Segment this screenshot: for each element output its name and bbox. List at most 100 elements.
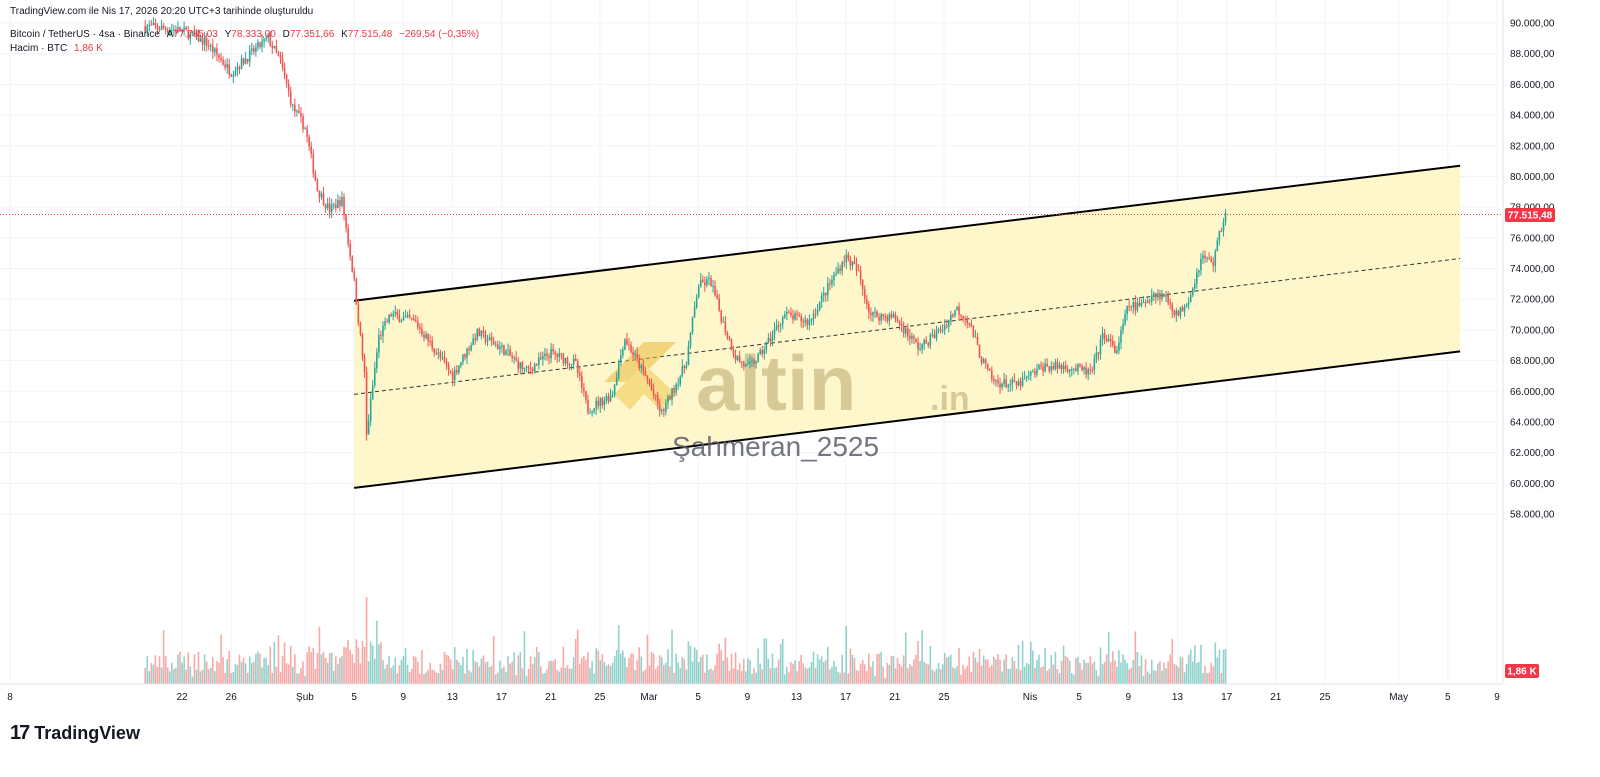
candle-body (712, 285, 714, 287)
volume-bar (253, 661, 255, 684)
volume-legend-label[interactable]: Hacim · BTC (10, 43, 68, 54)
candle-body (1052, 365, 1055, 369)
time-tick-label: 25 (1319, 692, 1331, 703)
price-tick-label: 74.000,00 (1510, 264, 1555, 275)
candle-body (371, 385, 374, 399)
grid-lines (0, 0, 1500, 684)
volume-bar (371, 645, 374, 684)
candle-body (847, 254, 850, 259)
candle-body (322, 193, 325, 205)
channel-upper-line[interactable] (353, 164, 1461, 302)
candle-body (296, 110, 298, 112)
candle-body (1005, 379, 1007, 388)
candle-body (1173, 311, 1176, 316)
volume-bar (230, 673, 233, 684)
candle-body (950, 314, 952, 321)
candle-body (1185, 305, 1188, 307)
volume-bar (289, 646, 292, 684)
volume-bar (224, 673, 226, 684)
volume-bar (1138, 666, 1141, 684)
candle-body (410, 318, 413, 320)
volume-bar (507, 656, 509, 684)
candle-body (355, 278, 358, 305)
volume-bar (1222, 649, 1225, 684)
legend-open: 77.785,03 (173, 29, 218, 40)
candle-body (1109, 339, 1112, 341)
candle-body (1220, 230, 1223, 232)
candle-body (1150, 295, 1153, 302)
volume-bar (708, 669, 710, 684)
volume-bar (849, 648, 852, 684)
candle-body (318, 190, 321, 198)
candle-body (968, 323, 971, 325)
candle-body (935, 330, 938, 339)
candle-body (222, 59, 224, 65)
tradingview-footer[interactable]: 17 TradingView (10, 722, 140, 744)
price-axis[interactable]: 58.000,00 60.000,00 62.000,00 64.000,00 66.0… (1502, 0, 1555, 684)
time-axis[interactable]: 8 22 26 Şub 5 9 13 17 21 25 Mar 5 9 13 17 21 25 Nis 5 9 13 17… (0, 683, 1503, 703)
volume-bar (574, 639, 577, 684)
candle-body (267, 34, 269, 38)
volume-bar (285, 663, 288, 684)
candle-body (1202, 255, 1204, 259)
volume-bar (330, 652, 333, 684)
time-tick-label: 8 (7, 692, 13, 703)
candle-body (458, 365, 460, 373)
volume-bar (1124, 659, 1126, 684)
volume-bar (212, 656, 214, 684)
candle-body (689, 332, 692, 347)
volume-bar (177, 654, 179, 684)
channel-lower-line[interactable] (353, 350, 1461, 489)
candle-body (804, 319, 807, 323)
candle-body (1218, 230, 1221, 241)
time-tick-label: 13 (791, 692, 803, 703)
candle-body (474, 338, 477, 340)
volume-bar (798, 661, 800, 684)
candle-body (246, 58, 249, 62)
candle-body (991, 370, 993, 380)
volume-bar (728, 670, 731, 684)
volume-bar (429, 662, 431, 684)
volume-bar (468, 670, 470, 684)
candle-body (798, 314, 800, 316)
volume-bar (296, 673, 298, 684)
volume-bar (298, 673, 300, 684)
volume-bar (205, 661, 208, 684)
candle-body (1019, 381, 1022, 386)
volume-bar (724, 637, 727, 684)
candle-body (1216, 240, 1219, 252)
candle-body (976, 336, 979, 345)
candle-body (347, 227, 349, 244)
candle-body (148, 24, 151, 26)
candle-body (1066, 369, 1069, 372)
candle-body (1046, 363, 1048, 367)
volume-bar (279, 671, 282, 684)
volume-bar (991, 664, 993, 684)
volume-bar (531, 663, 534, 684)
candle-body (675, 384, 677, 393)
legend-symbol[interactable]: Bitcoin / TetherUS · 4sa · Binance (10, 29, 160, 40)
candle-body (562, 354, 565, 364)
volume-bar (322, 651, 325, 684)
candle-body (1210, 258, 1212, 262)
volume-bar (829, 669, 831, 684)
volume-bar (537, 651, 540, 684)
candle-body (423, 334, 425, 339)
volume-bar (646, 634, 649, 684)
volume-bar (1077, 656, 1079, 684)
candle-body (755, 361, 757, 364)
volume-bar (552, 661, 554, 684)
candlestick-series[interactable] (144, 17, 1227, 441)
candle-body (958, 306, 960, 315)
volume-bar (324, 657, 327, 684)
volume-bar (980, 665, 983, 684)
candle-body (230, 74, 233, 77)
volume-bar (378, 644, 380, 684)
price-tick-label: 88.000,00 (1510, 49, 1555, 60)
volume-bar (710, 668, 712, 684)
volume-bar (236, 664, 239, 684)
regression-channel[interactable] (353, 164, 1461, 489)
volume-bar (261, 667, 263, 684)
